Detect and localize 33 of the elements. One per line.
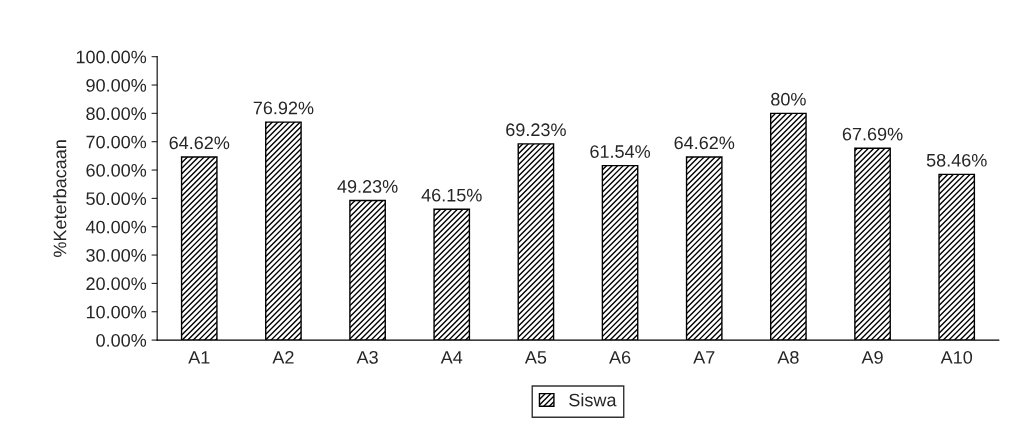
y-tick-label: 50.00%: [86, 192, 147, 206]
x-tick-label: A2: [272, 350, 294, 364]
y-tick-label: 0.00%: [96, 334, 147, 347]
legend-label: Siswa: [569, 393, 617, 407]
data-label: 76.92%: [253, 101, 314, 115]
y-tick-label: 100.00%: [76, 50, 147, 64]
data-label: 46.15%: [421, 188, 482, 202]
y-tick-label: 60.00%: [86, 163, 147, 177]
data-label: 67.69%: [842, 127, 903, 141]
y-tick-label: 10.00%: [86, 305, 147, 319]
data-label: 69.23%: [506, 123, 566, 137]
x-tick-label: A10: [940, 350, 973, 364]
data-label: 58.46%: [926, 153, 987, 167]
y-tick-label: 70.00%: [86, 135, 147, 149]
data-label: 64.62%: [674, 136, 735, 150]
y-tick-label: 30.00%: [86, 248, 147, 262]
x-tick-label: A4: [440, 351, 463, 364]
y-tick-label: 90.00%: [86, 78, 147, 92]
y-tick-label: 20.00%: [86, 277, 147, 291]
x-tick-label: A9: [861, 350, 883, 364]
x-tick-label: A8: [777, 350, 799, 364]
x-tick-label: A7: [693, 351, 715, 364]
x-tick-label: A1: [188, 351, 210, 364]
y-tick-label: 40.00%: [85, 220, 147, 234]
y-tick-label: 80.00%: [86, 107, 147, 121]
data-label: 80%: [771, 92, 806, 106]
y-axis-title: %Keterbacaan: [53, 140, 67, 257]
x-tick-label: A3: [356, 350, 378, 364]
data-label: 49.23%: [337, 180, 398, 193]
x-tick-label: A5: [524, 351, 547, 364]
x-tick-label: A6: [609, 350, 631, 364]
data-label: 61.54%: [590, 145, 651, 158]
data-label: 64.62%: [169, 136, 230, 150]
